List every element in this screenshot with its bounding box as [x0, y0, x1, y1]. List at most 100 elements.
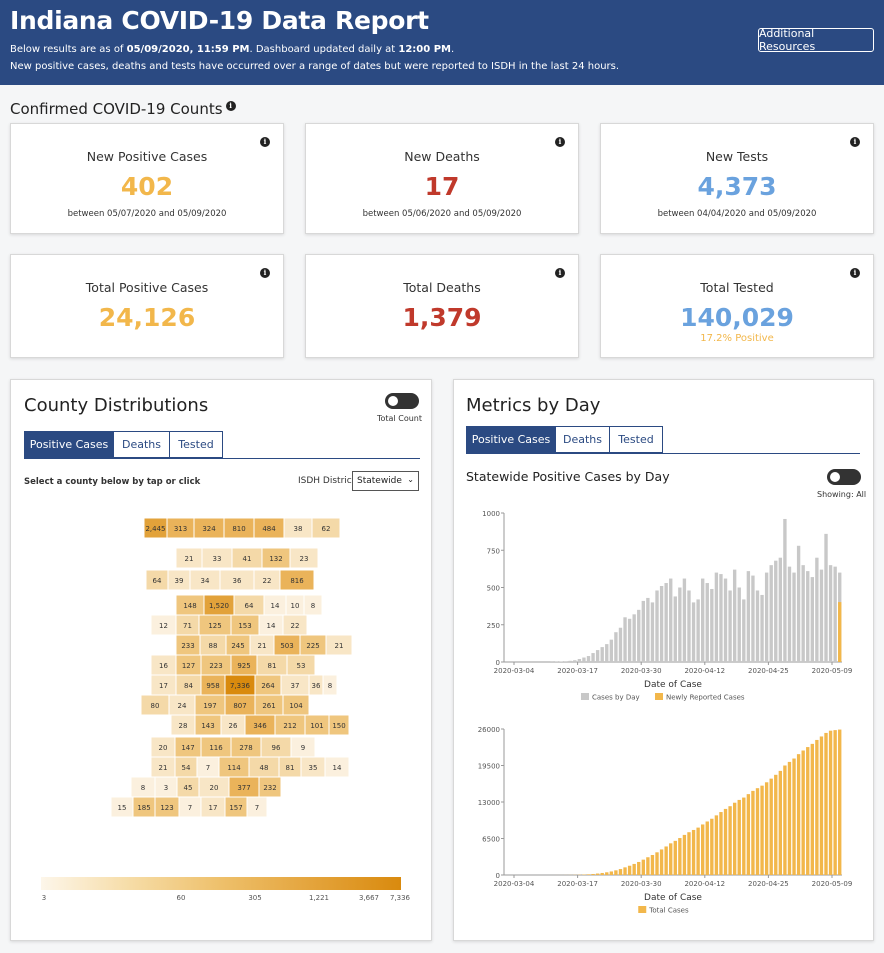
bar[interactable] [591, 873, 595, 875]
county-shape[interactable]: 33 [201, 547, 233, 569]
tab-deaths[interactable]: Deaths [555, 426, 610, 453]
bar[interactable] [810, 743, 814, 875]
county-shape[interactable]: 223 [200, 654, 232, 676]
bar[interactable] [819, 736, 824, 875]
county-shape[interactable]: 21 [325, 634, 353, 656]
bar[interactable] [714, 815, 719, 875]
tab-positive-cases[interactable]: Positive Cases [466, 426, 556, 453]
bar[interactable] [600, 647, 604, 662]
county-shape[interactable]: 212 [274, 714, 306, 736]
bar[interactable] [787, 566, 792, 662]
bar[interactable] [637, 609, 641, 662]
bar[interactable] [742, 797, 746, 875]
bar[interactable] [764, 782, 769, 875]
bar[interactable] [701, 578, 705, 662]
bar[interactable] [659, 586, 664, 662]
county-shape[interactable]: 143 [194, 714, 222, 736]
county-shape[interactable]: 123 [154, 796, 180, 818]
bar[interactable] [783, 518, 787, 662]
county-shape[interactable]: 9 [290, 736, 316, 758]
bar[interactable] [737, 799, 741, 875]
bar[interactable] [705, 821, 709, 875]
county-shape[interactable]: 80 [140, 694, 170, 716]
county-shape[interactable]: 14 [263, 594, 287, 616]
info-icon[interactable]: i [555, 137, 565, 147]
bar[interactable] [655, 852, 659, 875]
bar[interactable] [774, 560, 778, 662]
county-shape[interactable]: 71 [175, 614, 200, 636]
bar[interactable] [595, 650, 600, 662]
bar[interactable] [650, 602, 655, 662]
county-shape[interactable]: 17 [200, 796, 226, 818]
additional-resources-button[interactable]: Additional Resources [758, 27, 874, 53]
bar[interactable] [732, 569, 737, 662]
info-icon[interactable]: i [555, 268, 565, 278]
county-shape[interactable]: 925 [230, 654, 258, 676]
bar[interactable] [801, 565, 805, 662]
county-shape[interactable]: 38 [283, 517, 313, 539]
county-shape[interactable]: 96 [260, 736, 292, 758]
county-shape[interactable]: 125 [198, 614, 232, 636]
bar[interactable] [787, 761, 792, 875]
county-shape[interactable]: 28 [170, 714, 196, 736]
county-shape[interactable]: 54 [174, 756, 198, 778]
county-shape[interactable]: 64 [145, 569, 169, 591]
bar[interactable] [801, 750, 805, 875]
county-shape[interactable]: 84 [175, 674, 202, 696]
legend-label[interactable]: Newly Reported Cases [666, 694, 745, 702]
legend-swatch[interactable] [655, 693, 663, 700]
county-shape[interactable]: 15 [110, 796, 134, 818]
legend-label[interactable]: Cases by Day [592, 694, 640, 702]
bar[interactable] [819, 569, 824, 662]
legend-swatch[interactable] [638, 906, 647, 913]
county-shape[interactable]: 197 [194, 694, 226, 716]
bar[interactable] [691, 602, 696, 662]
county-shape[interactable]: 503 [273, 634, 301, 656]
bar[interactable] [710, 818, 714, 875]
bar[interactable] [614, 870, 618, 875]
bar[interactable] [838, 729, 842, 875]
county-shape[interactable]: 8 [303, 594, 323, 616]
county-shape[interactable]: 324 [193, 517, 225, 539]
county-shape[interactable]: 88 [199, 634, 227, 656]
bar[interactable] [609, 639, 614, 662]
bar[interactable] [623, 617, 627, 662]
bar[interactable] [833, 730, 837, 875]
bar[interactable] [705, 583, 709, 662]
bar[interactable] [637, 861, 641, 875]
bar[interactable] [655, 590, 659, 662]
county-shape[interactable]: 958 [200, 674, 226, 696]
bar[interactable] [815, 739, 819, 875]
bar[interactable] [682, 578, 687, 662]
bar[interactable] [627, 865, 632, 875]
bar[interactable] [833, 566, 837, 662]
county-shape[interactable]: 14 [324, 756, 350, 778]
bar[interactable] [746, 794, 751, 875]
bar[interactable] [687, 590, 691, 662]
county-shape[interactable]: 21 [150, 756, 176, 778]
county-shape[interactable]: 14 [258, 614, 284, 636]
county-shape[interactable]: 150 [328, 714, 350, 736]
county-shape[interactable]: 807 [224, 694, 256, 716]
bar[interactable] [664, 846, 668, 875]
bar[interactable] [691, 829, 696, 875]
bar[interactable] [605, 644, 609, 662]
bar[interactable] [769, 565, 773, 662]
county-shape[interactable]: 21 [249, 634, 275, 656]
bar[interactable] [586, 656, 591, 662]
county-shape[interactable]: 313 [166, 517, 195, 539]
county-shape[interactable]: 24 [168, 694, 196, 716]
bar[interactable] [728, 806, 732, 875]
county-shape[interactable]: 21 [175, 547, 203, 569]
county-shape[interactable]: 34 [189, 569, 221, 591]
bar[interactable] [605, 872, 609, 875]
bar[interactable] [614, 632, 618, 662]
bar[interactable] [755, 788, 760, 875]
bar[interactable] [778, 557, 783, 662]
county-shape[interactable]: 7 [196, 756, 220, 778]
county-shape[interactable]: 45 [176, 776, 200, 798]
county-shape[interactable]: 81 [256, 654, 288, 676]
county-shape[interactable]: 101 [304, 714, 330, 736]
county-shape[interactable]: 62 [311, 517, 341, 539]
bar[interactable] [824, 732, 828, 875]
